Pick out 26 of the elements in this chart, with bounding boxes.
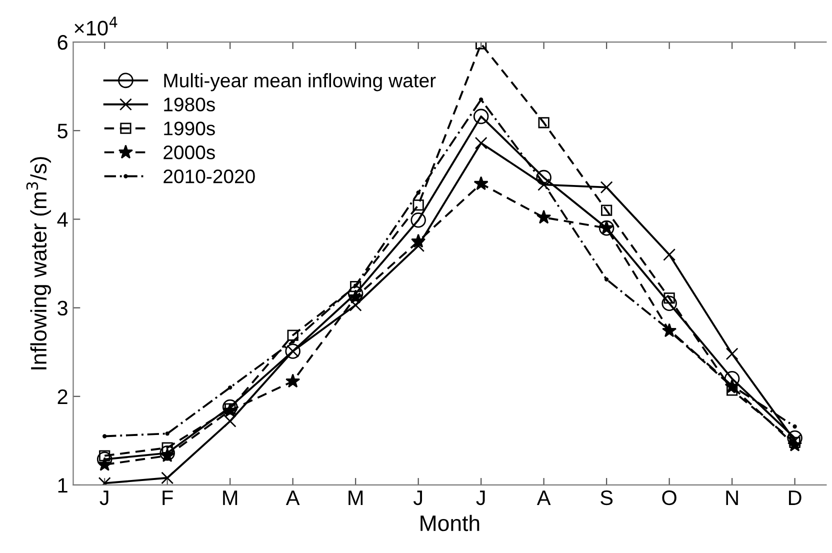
legend-label: Multi-year mean inflowing water (164, 73, 436, 92)
x-axis-title: Month (420, 514, 480, 532)
y-tick-label: 3 (58, 300, 68, 316)
x-tick-label: M (348, 490, 363, 505)
x-tick-label: M (223, 490, 238, 505)
x-tick-label: A (286, 490, 300, 505)
y-tick-label: 1 (58, 478, 68, 493)
legend-label: 1980s (164, 98, 215, 112)
x-tick-label: J (413, 490, 422, 506)
y-axis-title: Inflowing water (m$^{3}$/s) (26, 157, 51, 370)
x-tick-label: J (476, 490, 485, 506)
y-tick-label: 4 (57, 212, 68, 227)
x-tick-label: O (662, 490, 676, 506)
y-tick-label: 5 (58, 124, 68, 138)
y-tick-label: 6 (58, 35, 68, 50)
legend-label: 1990s (164, 122, 215, 136)
x-tick-label: D (788, 490, 802, 505)
legend-label: 2000s (164, 146, 215, 160)
y-tick-label: 2 (58, 389, 68, 404)
legend-label: 2010-2020 (164, 169, 255, 184)
x-tick-label: N (726, 490, 738, 505)
x-tick-label: F (162, 490, 173, 505)
x-tick-label: A (536, 490, 551, 505)
x-tick-label: S (600, 490, 613, 506)
text: ×10$^{4}$ (74, 16, 118, 36)
x-tick-label: J (100, 490, 108, 506)
